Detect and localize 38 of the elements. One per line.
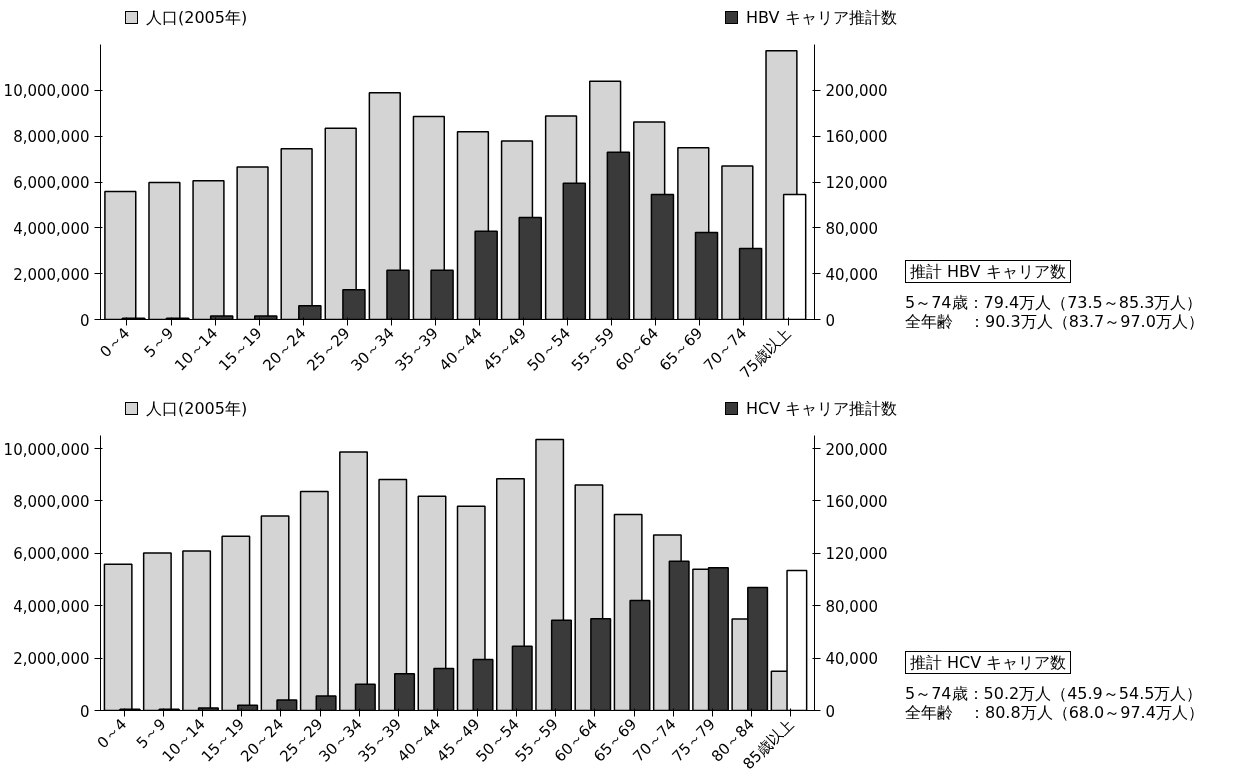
legend-label: 人口(2005年): [145, 7, 248, 29]
legend-label: HBV キャリア推計数: [745, 7, 897, 29]
y2-tick-label: 80,000: [825, 597, 878, 616]
y2-tick-label: 200,000: [825, 440, 888, 459]
y2-tick-label: 160,000: [825, 128, 888, 147]
y2-tick-label: 40,000: [825, 265, 878, 284]
text: 推計 HCV キャリア数: [905, 651, 1072, 675]
y-tick-label: 10,000,000: [3, 440, 90, 459]
y-tick-label: 0: [79, 702, 90, 721]
y2-tick-label: 120,000: [825, 545, 888, 564]
y-tick-label: 8,000,000: [13, 492, 90, 511]
x-tick-label: 5～9: [140, 324, 178, 361]
y-tick-label: 4,000,000: [13, 219, 90, 238]
y2-tick-label: 120,000: [825, 174, 888, 192]
y2-tick-label: 0: [825, 702, 836, 721]
y2-tick-label: 160,000: [825, 492, 888, 511]
text: 全年齢 ：80.8万人（68.0～97.4万人）: [905, 703, 1204, 723]
y-tick-label: 2,000,000: [13, 265, 90, 284]
y2-tick-label: 0: [825, 311, 836, 330]
y-tick-label: 6,000,000: [13, 545, 90, 564]
text: 全年齢 ：90.3万人（83.7～97.0万人）: [905, 312, 1204, 332]
x-tick-label: 5～9: [132, 715, 170, 752]
y-tick-label: 6,000,000: [13, 174, 90, 192]
legend-label: HCV キャリア推計数: [745, 398, 898, 420]
text: 5～74歳：79.4万人（73.5～85.3万人）: [905, 293, 1204, 313]
y2-tick-label: 80,000: [825, 219, 878, 238]
x-tick-label: 0～4: [93, 715, 131, 752]
y-tick-label: 4,000,000: [13, 597, 90, 616]
legend-label: 人口(2005年): [145, 398, 248, 420]
text: 推計 HBV キャリア数: [905, 260, 1071, 284]
y-tick-label: 8,000,000: [13, 128, 90, 147]
y-tick-label: 10,000,000: [3, 82, 90, 101]
y2-tick-label: 200,000: [825, 82, 888, 101]
text: 5～74歳：50.2万人（45.9～54.5万人）: [905, 684, 1204, 704]
y-tick-label: 0: [79, 311, 90, 330]
y-tick-label: 2,000,000: [13, 650, 90, 669]
y2-tick-label: 40,000: [825, 650, 878, 669]
x-tick-label: 0～4: [96, 324, 134, 361]
